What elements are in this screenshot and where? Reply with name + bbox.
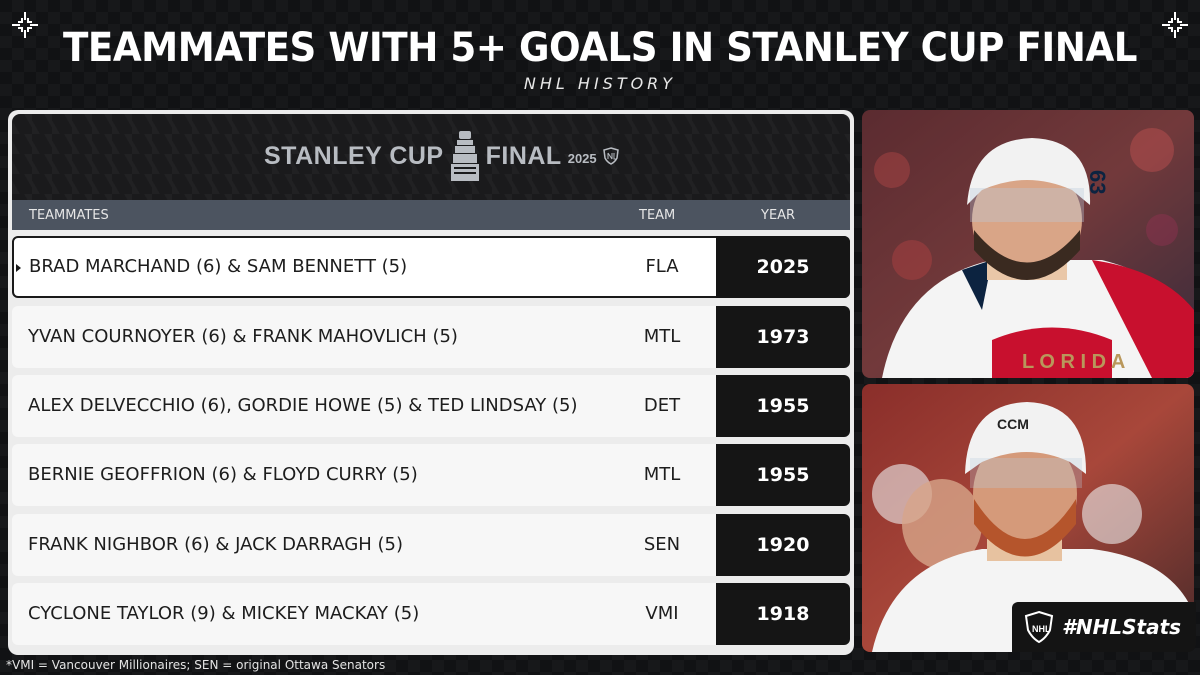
nhl-stats-tag: NHL #NHLStats xyxy=(1012,602,1196,652)
table-row[interactable]: ALEX DELVECCHIO (6), GORDIE HOWE (5) & T… xyxy=(12,375,850,437)
svg-text:63: 63 xyxy=(1085,170,1110,194)
team-cell: VMI xyxy=(645,603,679,624)
table-header: TEAMMATES TEAM YEAR xyxy=(12,200,850,230)
page-subtitle: NHL HISTORY xyxy=(523,74,677,93)
column-header-team: TEAM xyxy=(639,208,676,223)
player-illustration: L O R I D A 63 xyxy=(862,110,1194,378)
team-cell: DET xyxy=(643,395,681,416)
table-row[interactable]: BRAD MARCHAND (6) & SAM BENNETT (5) FLA … xyxy=(12,236,850,298)
stanley-cup-final-logo: STANLEY CUP FINAL 2025 xyxy=(264,126,619,186)
team-cell: SEN xyxy=(643,534,681,555)
column-header-teammates: TEAMMATES xyxy=(29,208,109,223)
year-cell: 1918 xyxy=(716,583,850,645)
year-cell: 2025 xyxy=(716,236,850,298)
logo-word-final: FINAL xyxy=(485,141,562,170)
column-header-year: YEAR xyxy=(761,208,796,223)
stats-panel: STANLEY CUP FINAL 2025 TEAMMATES TEAM xyxy=(8,110,854,655)
team-cell: MTL xyxy=(643,326,681,347)
player-photo-marchand: L O R I D A 63 xyxy=(862,110,1194,378)
teammates-cell: CYCLONE TAYLOR (9) & MICKEY MACKAY (5) xyxy=(28,603,420,624)
corner-crosshair-icon xyxy=(1162,12,1188,38)
year-cell: 1973 xyxy=(716,306,850,368)
stanley-cup-icon xyxy=(450,131,479,181)
table-row[interactable]: BERNIE GEOFFRION (6) & FLOYD CURRY (5) M… xyxy=(12,444,850,506)
svg-text:NHL: NHL xyxy=(1032,624,1051,634)
teammates-cell: BERNIE GEOFFRION (6) & FLOYD CURRY (5) xyxy=(28,464,418,485)
teammates-cell: YVAN COURNOYER (6) & FRANK MAHOVLICH (5) xyxy=(28,326,458,347)
hashtag-label: #NHLStats xyxy=(1062,615,1182,639)
logo-word-stanley-cup: STANLEY CUP xyxy=(264,141,444,170)
footnote: *VMI = Vancouver Millionaires; SEN = ori… xyxy=(6,658,386,672)
team-cell: FLA xyxy=(645,256,679,277)
year-cell: 1955 xyxy=(716,375,850,437)
year-cell: 1920 xyxy=(716,514,850,576)
svg-text:CCM: CCM xyxy=(997,416,1029,432)
teammates-cell: ALEX DELVECCHIO (6), GORDIE HOWE (5) & T… xyxy=(28,395,578,416)
jersey-text: L O R I D A xyxy=(1022,351,1125,373)
nhl-shield-icon xyxy=(602,147,619,165)
team-cell: MTL xyxy=(643,464,681,485)
teammates-cell: FRANK NIGHBOR (6) & JACK DARRAGH (5) xyxy=(28,534,404,555)
stanley-cup-final-banner: STANLEY CUP FINAL 2025 xyxy=(12,114,850,204)
logo-year: 2025 xyxy=(567,150,597,166)
year-cell: 1955 xyxy=(716,444,850,506)
table-row[interactable]: FRANK NIGHBOR (6) & JACK DARRAGH (5) SEN… xyxy=(12,514,850,576)
table-row[interactable]: YVAN COURNOYER (6) & FRANK MAHOVLICH (5)… xyxy=(12,306,850,368)
table-row[interactable]: CYCLONE TAYLOR (9) & MICKEY MACKAY (5) V… xyxy=(12,583,850,645)
nhl-shield-icon: NHL xyxy=(1024,610,1054,644)
teammates-cell: BRAD MARCHAND (6) & SAM BENNETT (5) xyxy=(29,256,408,277)
corner-crosshair-icon xyxy=(12,12,38,38)
page-title: TEAMMATES WITH 5+ GOALS IN STANLEY CUP F… xyxy=(62,25,1138,71)
row-selected-marker xyxy=(16,264,21,272)
